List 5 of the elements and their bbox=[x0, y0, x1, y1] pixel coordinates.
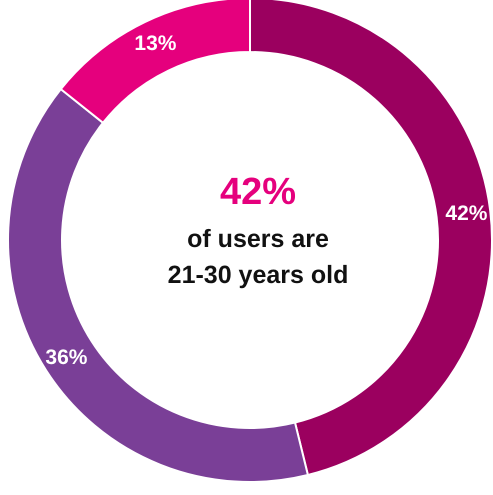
data-label: 42% bbox=[445, 202, 488, 226]
data-label: 13% bbox=[134, 32, 177, 56]
data-label: 36% bbox=[45, 346, 88, 370]
text: 42% bbox=[220, 171, 296, 213]
text: of users are 21-30 years old bbox=[168, 225, 348, 289]
